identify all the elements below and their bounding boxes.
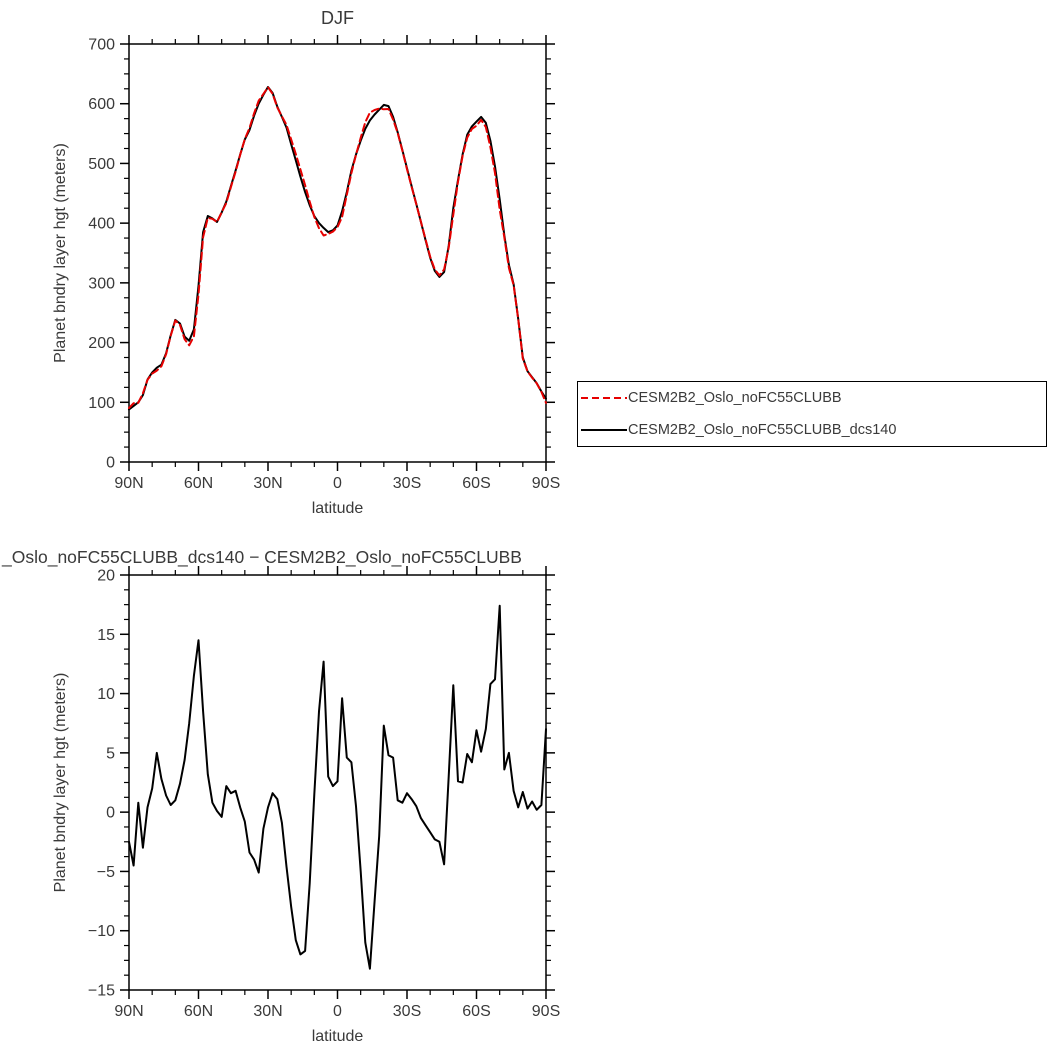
red-dashed-line-swatch: [581, 397, 627, 400]
svg-text:90S: 90S: [532, 475, 560, 492]
legend-label-red: CESM2B2_Oslo_noFC55CLUBB: [628, 390, 842, 407]
difference-chart-title: _Oslo_noFC55CLUBB_dcs140 − CESM2B2_Oslo_…: [2, 547, 522, 567]
svg-text:Planet bndry layer hgt (meters: Planet bndry layer hgt (meters): [52, 673, 69, 893]
legend-entry-black: CESM2B2_Oslo_noFC55CLUBB_dcs140: [581, 415, 1046, 445]
svg-text:10: 10: [97, 686, 115, 703]
top-chart-title: DJF: [321, 8, 354, 28]
svg-text:15: 15: [97, 627, 115, 644]
svg-text:5: 5: [106, 745, 115, 762]
pbl-height-djf-chart: 90N 60N 30N 0 30S 60S 90S 0 100 200 300 400 500 600 70…: [52, 35, 560, 517]
svg-text:30N: 30N: [253, 475, 282, 492]
svg-text:0: 0: [106, 455, 115, 472]
svg-text:Planet bndry layer hgt (meters: Planet bndry layer hgt (meters): [52, 143, 69, 363]
svg-text:100: 100: [88, 395, 115, 412]
svg-text:90N: 90N: [114, 1003, 143, 1020]
svg-text:60N: 60N: [184, 475, 213, 492]
svg-text:60S: 60S: [462, 1003, 490, 1020]
svg-text:latitude: latitude: [312, 1028, 364, 1045]
svg-text:90S: 90S: [532, 1003, 560, 1020]
legend-box: CESM2B2_Oslo_noFC55CLUBB CESM2B2_Oslo_no…: [577, 381, 1047, 447]
black-solid-line-swatch: [581, 428, 627, 431]
svg-text:0: 0: [333, 1003, 342, 1020]
svg-text:300: 300: [88, 275, 115, 292]
svg-text:30N: 30N: [253, 1003, 282, 1020]
svg-text:500: 500: [88, 156, 115, 173]
svg-text:−10: −10: [88, 923, 115, 940]
svg-text:20: 20: [97, 568, 115, 585]
svg-text:400: 400: [88, 216, 115, 233]
svg-text:0: 0: [333, 475, 342, 492]
svg-text:30S: 30S: [393, 475, 421, 492]
svg-text:200: 200: [88, 335, 115, 352]
legend-entry-red: CESM2B2_Oslo_noFC55CLUBB: [581, 383, 1046, 413]
pbl-height-difference-chart: 90N 60N 30N 0 30S 60S 90S −15 −10 −5 0 5 10 15 20 latit…: [52, 566, 560, 1045]
svg-text:0: 0: [106, 805, 115, 822]
svg-text:90N: 90N: [114, 475, 143, 492]
svg-text:30S: 30S: [393, 1003, 421, 1020]
svg-text:600: 600: [88, 96, 115, 113]
svg-text:700: 700: [88, 37, 115, 54]
svg-text:60S: 60S: [462, 475, 490, 492]
legend-label-black: CESM2B2_Oslo_noFC55CLUBB_dcs140: [628, 421, 897, 438]
svg-text:−5: −5: [97, 864, 115, 881]
svg-text:latitude: latitude: [312, 500, 364, 517]
svg-text:−15: −15: [88, 983, 115, 1000]
svg-text:60N: 60N: [184, 1003, 213, 1020]
